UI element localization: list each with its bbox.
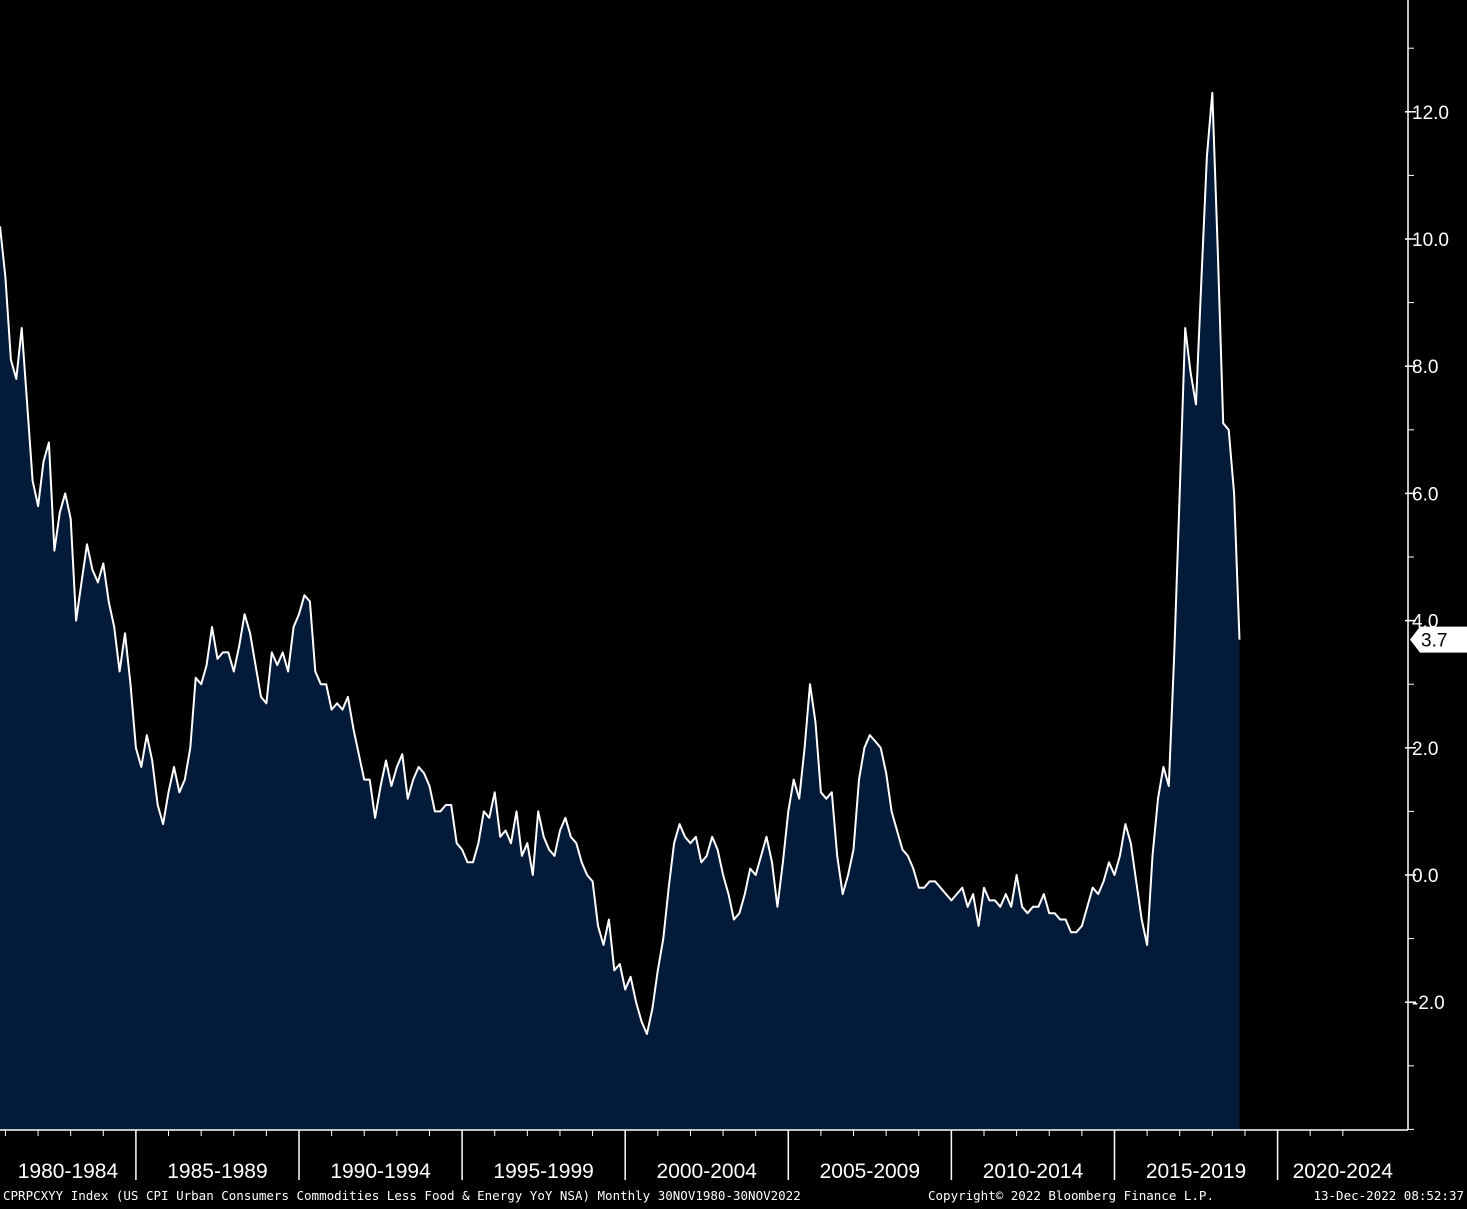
- last-value-label: 3.7: [1421, 631, 1447, 652]
- x-tick-label: 1980-1984: [18, 1160, 119, 1183]
- y-tick-label: -2.0: [1412, 993, 1445, 1014]
- series-area: [0, 92, 1240, 1131]
- footer-ticker-description: CPRPCXYY Index (US CPI Urban Consumers C…: [3, 1188, 801, 1203]
- x-tick-label: 2020-2024: [1293, 1160, 1394, 1183]
- y-tick-label: 6.0: [1412, 484, 1438, 505]
- footer-copyright: Copyright© 2022 Bloomberg Finance L.P.: [928, 1188, 1214, 1203]
- x-tick-label: 2000-2004: [657, 1160, 758, 1183]
- x-tick-label: 1985-1989: [167, 1160, 267, 1183]
- x-axis: 1980-1984 1985-1989 1990-1994 1995-1999 2000…: [0, 1129, 1408, 1183]
- y-tick-label: 2.0: [1412, 739, 1438, 760]
- y-tick-label: 10.0: [1412, 230, 1449, 251]
- y-tick-label: 8.0: [1412, 357, 1438, 378]
- y-tick-label: 12.0: [1412, 103, 1449, 124]
- x-tick-label: 1995-1999: [493, 1160, 593, 1183]
- last-value-marker: 3.7: [1410, 626, 1467, 653]
- series-line: [0, 91, 1241, 1035]
- x-tick-label: 1990-1994: [330, 1160, 431, 1183]
- y-axis: -2.00.02.04.06.08.010.012.0: [1405, 0, 1449, 1130]
- x-tick-label: 2015-2019: [1146, 1160, 1246, 1183]
- last-value-tag: [1410, 626, 1467, 653]
- footer-timestamp: 13-Dec-2022 08:52:37: [1313, 1188, 1464, 1203]
- x-tick-label: 2010-2014: [983, 1160, 1084, 1183]
- x-tick-label: 2005-2009: [820, 1160, 920, 1183]
- y-tick-label: 0.0: [1412, 866, 1438, 887]
